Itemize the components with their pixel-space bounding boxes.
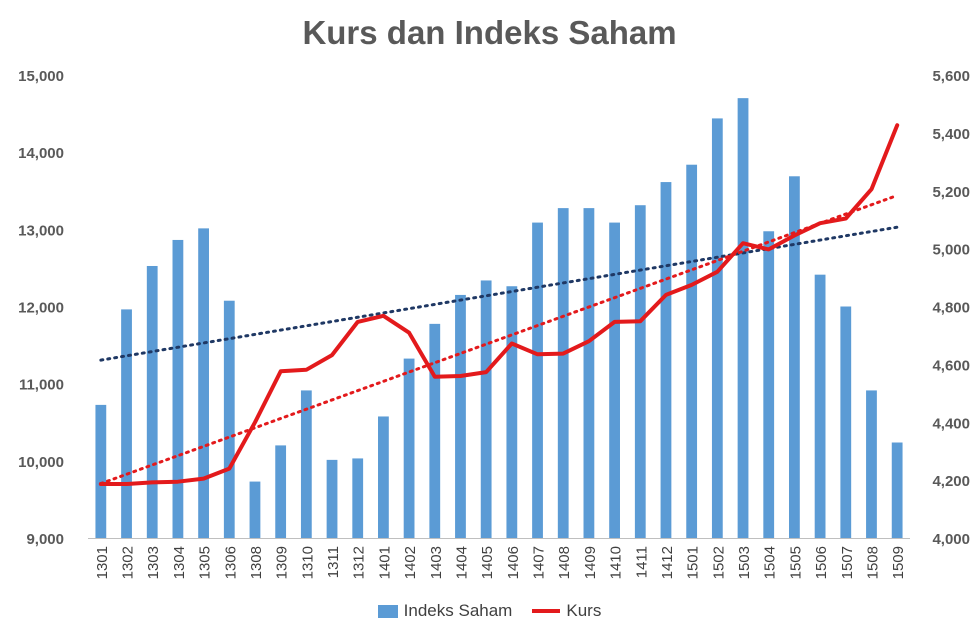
left-axis-tick: 15,000 — [18, 68, 64, 85]
x-tick-1506: 1506 — [813, 546, 830, 579]
right-axis-tick: 5,000 — [932, 242, 970, 259]
left-axis-tick: 9,000 — [26, 531, 64, 548]
bar-1504 — [763, 231, 775, 538]
x-tick-1309: 1309 — [274, 546, 291, 579]
x-tick-1409: 1409 — [582, 546, 599, 579]
left-axis-tick: 13,000 — [18, 222, 64, 239]
bar-1402 — [403, 358, 415, 538]
x-tick-1304: 1304 — [171, 546, 188, 579]
right-axis-tick: 5,600 — [932, 68, 970, 85]
x-tick-1503: 1503 — [736, 546, 753, 579]
series-line-kurs — [98, 123, 900, 486]
legend-swatch-line — [532, 609, 561, 613]
bar-1303 — [146, 265, 158, 538]
legend-swatch-bar — [377, 604, 398, 618]
right-axis-tick: 4,600 — [932, 357, 970, 374]
legend-item-kurs: Kurs — [532, 601, 601, 621]
x-tick-1311: 1311 — [325, 546, 342, 578]
x-tick-1507: 1507 — [839, 546, 856, 579]
right-axis-tick: 4,200 — [932, 473, 970, 490]
x-tick-1509: 1509 — [890, 546, 907, 579]
bar-1501 — [686, 164, 698, 539]
bar-1406 — [506, 286, 518, 538]
bar-1412 — [660, 182, 672, 538]
bar-1404 — [455, 294, 466, 538]
left-axis-tick: 12,000 — [18, 300, 64, 317]
bar-1505 — [789, 176, 800, 538]
left-axis-tick: 14,000 — [18, 145, 64, 162]
x-tick-1504: 1504 — [762, 546, 779, 579]
bar-1302 — [121, 309, 132, 538]
x-tick-1303: 1303 — [145, 546, 162, 579]
bar-1407 — [532, 222, 543, 539]
x-tick-1305: 1305 — [197, 546, 214, 579]
bar-1506 — [814, 274, 826, 538]
bar-1309 — [275, 445, 287, 538]
x-tick-1408: 1408 — [556, 546, 573, 579]
bar-1308 — [249, 481, 261, 538]
x-tick-1410: 1410 — [608, 546, 625, 579]
bar-1502 — [711, 118, 723, 538]
bar-1312 — [352, 458, 364, 538]
legend-label-indeks-saham: Indeks Saham — [403, 601, 513, 620]
bar-1410 — [609, 222, 620, 539]
bar-1311 — [326, 459, 338, 538]
legend: Indeks Saham Kurs — [0, 601, 979, 621]
x-tick-1502: 1502 — [710, 546, 727, 579]
x-tick-1404: 1404 — [453, 546, 470, 579]
bar-1503 — [737, 98, 749, 539]
trendline-kurs — [99, 193, 899, 486]
legend-label-kurs: Kurs — [566, 601, 602, 620]
bar-1509 — [891, 442, 903, 538]
x-tick-1403: 1403 — [428, 546, 445, 579]
x-tick-1406: 1406 — [505, 546, 522, 579]
x-tick-1301: 1301 — [94, 546, 111, 579]
right-axis-tick: 4,400 — [932, 415, 970, 432]
bar-1408 — [557, 208, 569, 539]
x-tick-1501: 1501 — [685, 546, 702, 579]
x-tick-1412: 1412 — [659, 546, 676, 579]
x-tick-1401: 1401 — [376, 546, 393, 579]
left-axis-tick: 11,000 — [19, 377, 64, 394]
x-tick-1411: 1411 — [633, 546, 650, 578]
bar-1301 — [95, 404, 107, 538]
x-tick-1308: 1308 — [248, 546, 265, 579]
bar-1508 — [866, 390, 877, 538]
bar-1411 — [634, 205, 646, 538]
legend-item-indeks-saham: Indeks Saham — [377, 601, 513, 621]
bar-1409 — [583, 208, 595, 539]
right-axis-tick: 4,800 — [932, 300, 970, 317]
x-tick-1302: 1302 — [120, 546, 137, 579]
x-tick-1402: 1402 — [402, 546, 419, 579]
x-tick-1312: 1312 — [351, 546, 368, 579]
right-axis-tick: 5,200 — [932, 184, 970, 201]
bar-1507 — [840, 306, 852, 538]
x-tick-1306: 1306 — [222, 546, 239, 579]
x-tick-1508: 1508 — [864, 546, 881, 579]
bar-1403 — [429, 323, 441, 538]
chart-title: Kurs dan Indeks Saham — [302, 14, 677, 51]
bar-1306 — [223, 300, 235, 538]
right-axis-tick: 5,400 — [932, 126, 970, 143]
x-tick-1310: 1310 — [299, 546, 316, 579]
bar-1401 — [378, 416, 389, 538]
bar-1405 — [480, 280, 492, 538]
left-axis-tick: 10,000 — [18, 454, 64, 471]
x-tick-1407: 1407 — [531, 546, 548, 579]
bar-1304 — [172, 239, 184, 538]
bar-1305 — [198, 228, 209, 538]
bar-1310 — [300, 390, 312, 538]
x-tick-1505: 1505 — [787, 546, 804, 579]
right-axis-tick: 4,000 — [932, 531, 970, 548]
x-tick-1405: 1405 — [479, 546, 496, 579]
